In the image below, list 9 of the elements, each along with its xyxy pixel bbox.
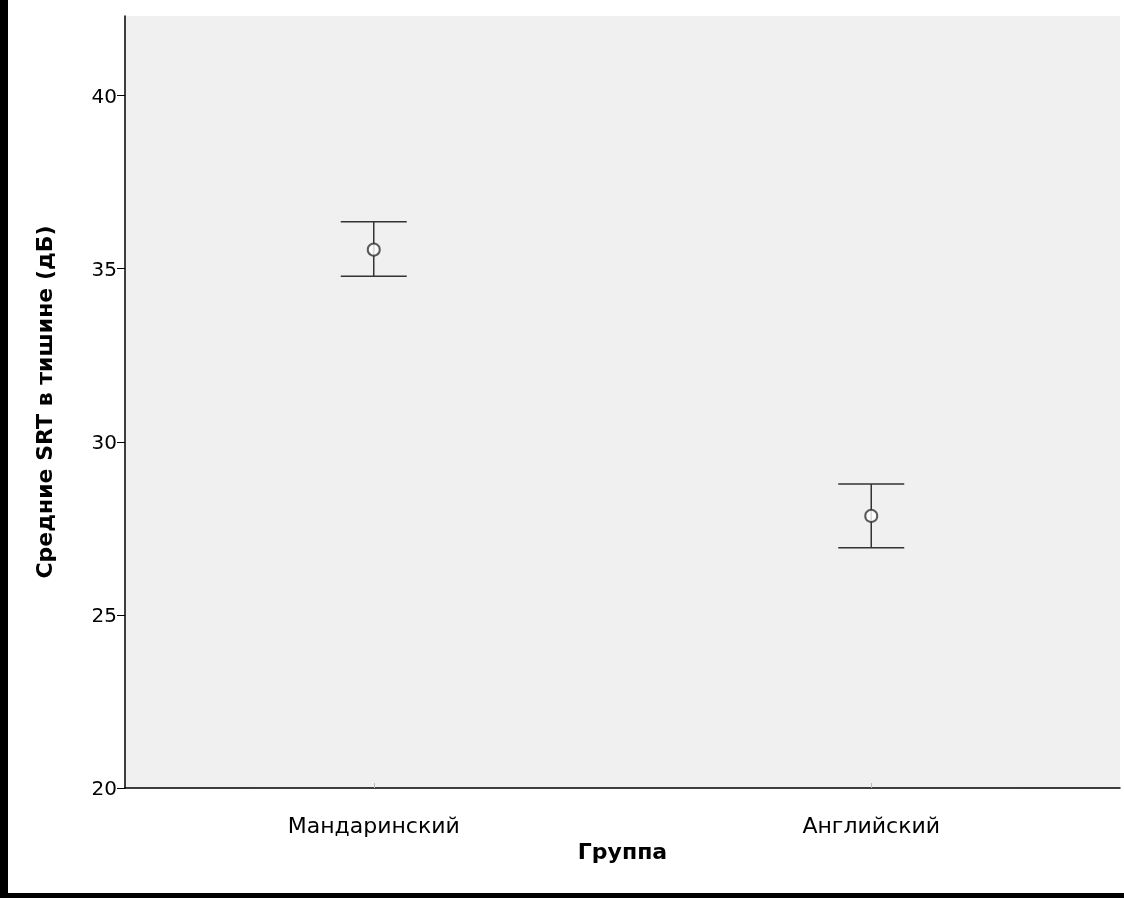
y-tick-label: 40 — [91, 83, 117, 108]
y-axis-title: Средние SRT в тишине (дБ) — [31, 225, 57, 579]
y-tick-label: 20 — [91, 776, 117, 800]
x-axis-title: Группа — [577, 839, 668, 865]
y-tick-label: 30 — [91, 429, 117, 454]
y-tick-label: 35 — [91, 256, 117, 281]
x-tick-label: Мандаринский — [287, 812, 460, 838]
y-tick-label: 25 — [91, 602, 117, 627]
x-tick-label: Английский — [802, 812, 941, 838]
